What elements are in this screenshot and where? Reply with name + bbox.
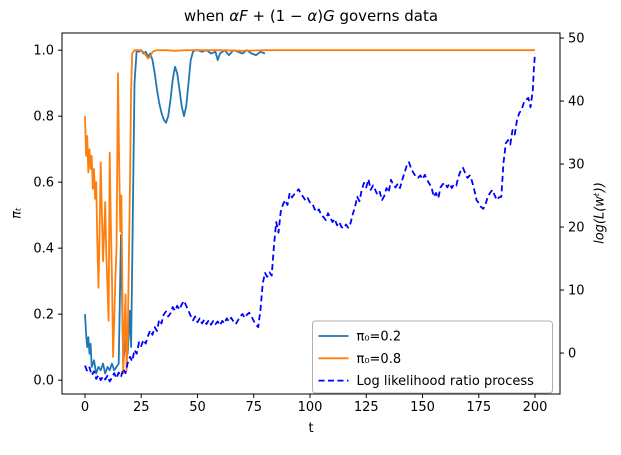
y-left-tick-label: 1.0: [33, 44, 54, 59]
axes-spines: [61, 32, 561, 395]
series-line-0: [84, 49, 266, 375]
y-left-tick-label: 0.0: [33, 374, 54, 389]
legend-label-0: π₀=0.2: [357, 330, 402, 345]
chart-title-segment: α: [307, 7, 318, 25]
chart-title-segment: G: [323, 7, 335, 25]
chart-title-segment: governs data: [334, 7, 439, 25]
y-right-tick-label: 50: [568, 32, 585, 47]
legend-box: [312, 320, 553, 394]
chart-title-segment: ): [317, 7, 324, 25]
x-tick-label: 125: [354, 400, 379, 415]
chart-title-segment: when: [183, 7, 230, 25]
x-tick-label: 175: [466, 400, 491, 415]
x-tick-label: 150: [410, 400, 435, 415]
x-tick-label: 25: [133, 400, 150, 415]
y-left-tick-label: 0.6: [33, 176, 54, 191]
y-right-tick-label: 40: [568, 95, 585, 110]
chart-title-segment: αF: [229, 7, 248, 25]
y-right-tick-label: 0: [568, 347, 576, 362]
x-tick-label: 100: [298, 400, 323, 415]
legend-label-2: Log likelihood ratio process: [357, 374, 535, 389]
x-tick-label: 75: [245, 400, 262, 415]
chart-title: when αF + (1 − α)G governs data: [62, 6, 560, 26]
y-right-tick-label: 20: [568, 221, 585, 236]
x-tick-label: 0: [81, 400, 89, 415]
x-tick-label: 200: [523, 400, 548, 415]
x-axis-label: t: [308, 421, 314, 436]
y-left-tick-label: 0.8: [33, 110, 54, 125]
y-left-tick-label: 0.2: [33, 308, 54, 323]
y-left-tick-label: 0.4: [33, 242, 54, 257]
series-line-1: [84, 49, 535, 375]
chart-title-segment: + (1 −: [247, 7, 308, 25]
legend-label-1: π₀=0.8: [357, 352, 402, 367]
y-right-tick-label: 30: [568, 158, 585, 173]
y-right-tick-label: 10: [568, 284, 585, 299]
x-tick-label: 50: [189, 400, 206, 415]
